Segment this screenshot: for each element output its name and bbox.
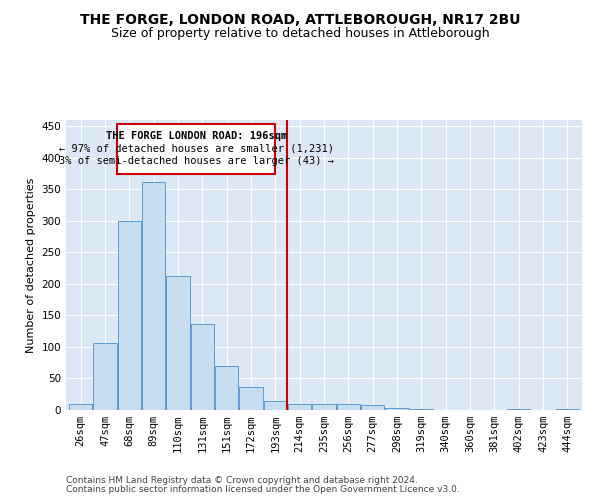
Text: THE FORGE LONDON ROAD: 196sqm: THE FORGE LONDON ROAD: 196sqm: [106, 130, 287, 140]
Bar: [69, 404, 92, 410]
Bar: [94, 342, 116, 410]
Bar: [142, 182, 165, 410]
Text: ← 97% of detached houses are smaller (1,231): ← 97% of detached houses are smaller (1,…: [59, 144, 334, 154]
Bar: [191, 324, 214, 410]
Bar: [215, 366, 238, 410]
Text: Size of property relative to detached houses in Attleborough: Size of property relative to detached ho…: [110, 28, 490, 40]
Bar: [288, 404, 311, 410]
Bar: [337, 404, 360, 410]
Y-axis label: Number of detached properties: Number of detached properties: [26, 178, 36, 352]
Text: Contains public sector information licensed under the Open Government Licence v3: Contains public sector information licen…: [66, 485, 460, 494]
Bar: [166, 276, 190, 410]
Bar: [361, 405, 384, 410]
Bar: [313, 404, 335, 410]
Bar: [239, 386, 263, 410]
Text: 3% of semi-detached houses are larger (43) →: 3% of semi-detached houses are larger (4…: [59, 156, 334, 166]
Bar: [385, 408, 409, 410]
Bar: [118, 221, 141, 410]
Text: Contains HM Land Registry data © Crown copyright and database right 2024.: Contains HM Land Registry data © Crown c…: [66, 476, 418, 485]
Text: THE FORGE, LONDON ROAD, ATTLEBOROUGH, NR17 2BU: THE FORGE, LONDON ROAD, ATTLEBOROUGH, NR…: [80, 12, 520, 26]
Bar: [264, 401, 287, 410]
Bar: [117, 124, 275, 174]
